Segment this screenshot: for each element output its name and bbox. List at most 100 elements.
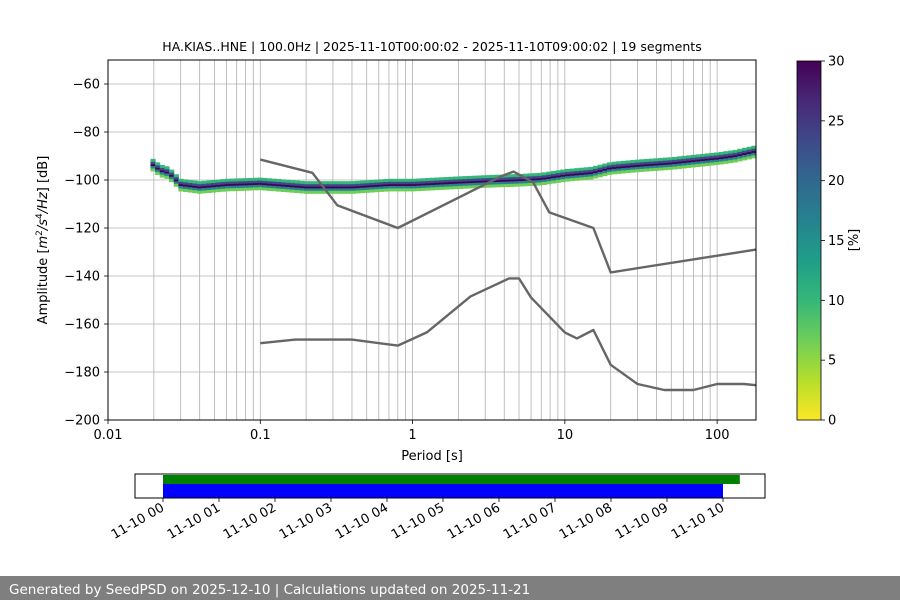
density-cell: [392, 186, 398, 189]
density-cell: [718, 154, 724, 158]
density-cell: [346, 188, 352, 192]
density-cell: [751, 152, 757, 156]
density-cell: [173, 174, 179, 178]
density-cell: [532, 173, 538, 177]
y-tick-label: −80: [73, 126, 100, 141]
time-tick-label: 11-10 00: [109, 500, 167, 542]
density-cell: [606, 162, 613, 166]
density-cell: [206, 180, 212, 184]
density-cell: [630, 167, 636, 171]
density-cell: [467, 183, 473, 187]
time-tick-label: 11-10 10: [669, 500, 727, 542]
density-cell: [406, 183, 412, 187]
density-cell: [336, 183, 342, 187]
y-tick-label: −100: [64, 174, 100, 189]
density-cell: [667, 159, 673, 163]
density-cell: [602, 165, 608, 169]
density-cell: [164, 175, 170, 179]
density-cell: [457, 183, 464, 187]
density-cell: [285, 182, 291, 186]
density-cell: [602, 168, 608, 172]
density-cell: [299, 183, 305, 187]
density-cell: [262, 177, 268, 181]
density-cell: [276, 181, 282, 185]
density-cell: [183, 184, 189, 188]
density-cell: [308, 190, 314, 194]
density-cell: [318, 186, 324, 189]
density-cell: [397, 178, 403, 182]
density-cell: [415, 180, 422, 184]
density-cell: [150, 166, 156, 170]
density-cell: [658, 165, 664, 169]
density-cell: [709, 155, 715, 159]
density-cell: [504, 181, 510, 185]
density-cell: [294, 185, 301, 189]
density-cell: [569, 178, 575, 182]
density-cell: [509, 179, 515, 183]
y-tick-label: −200: [64, 414, 100, 429]
density-cell: [346, 186, 352, 189]
density-cell: [406, 186, 412, 189]
psd-density-cells: [150, 145, 757, 194]
density-cell: [201, 180, 207, 184]
density-cell: [588, 166, 594, 170]
density-cell: [653, 160, 659, 164]
density-cell: [201, 185, 207, 189]
density-cell: [350, 190, 356, 194]
density-cell: [606, 169, 613, 173]
density-cell: [471, 185, 478, 189]
density-cell: [350, 183, 356, 187]
density-cell: [583, 169, 589, 173]
density-cell: [383, 183, 389, 187]
density-cell: [346, 190, 352, 194]
density-cell: [318, 188, 324, 192]
x-tick-label: 10: [557, 428, 574, 443]
density-cell: [565, 176, 571, 180]
density-cell: [336, 186, 342, 189]
density-cell: [262, 187, 268, 191]
density-cell: [523, 183, 529, 187]
density-cell: [192, 180, 198, 184]
density-cell: [462, 180, 468, 184]
density-cell: [532, 180, 538, 184]
density-cell: [271, 185, 277, 189]
density-cell: [565, 171, 571, 175]
density-cell: [392, 188, 398, 192]
density-cell: [578, 177, 585, 181]
density-cell: [728, 152, 734, 156]
density-cell: [611, 164, 617, 168]
density-cell: [592, 165, 599, 169]
density-cell: [369, 179, 375, 183]
density-cell: [378, 186, 384, 190]
density-cell: [364, 180, 370, 184]
density-cell: [648, 168, 655, 172]
density-cell: [634, 159, 641, 163]
density-cell: [183, 179, 189, 183]
density-cell: [667, 166, 673, 170]
density-cell: [583, 167, 589, 171]
density-cell: [420, 185, 426, 189]
density-cell: [560, 176, 566, 180]
density-cell: [378, 181, 384, 185]
time-tick-label: 11-10 09: [613, 500, 671, 542]
density-cell: [690, 159, 696, 163]
density-cell: [644, 168, 650, 172]
density-cell: [742, 147, 748, 151]
density-cell: [648, 163, 655, 167]
density-cell: [700, 158, 706, 162]
density-cell: [504, 179, 510, 183]
density-cell: [201, 183, 207, 187]
density-cell: [257, 177, 263, 181]
density-cell: [341, 186, 347, 189]
density-cell: [746, 146, 752, 150]
density-cell: [602, 163, 608, 167]
density-cell: [709, 162, 715, 166]
density-cell: [211, 187, 217, 191]
density-cell: [290, 182, 296, 186]
density-cell: [620, 160, 627, 164]
density-cell: [248, 177, 254, 181]
density-cell: [551, 170, 557, 174]
density-cell: [630, 162, 636, 166]
density-cell: [695, 161, 701, 165]
density-cell: [364, 187, 370, 191]
